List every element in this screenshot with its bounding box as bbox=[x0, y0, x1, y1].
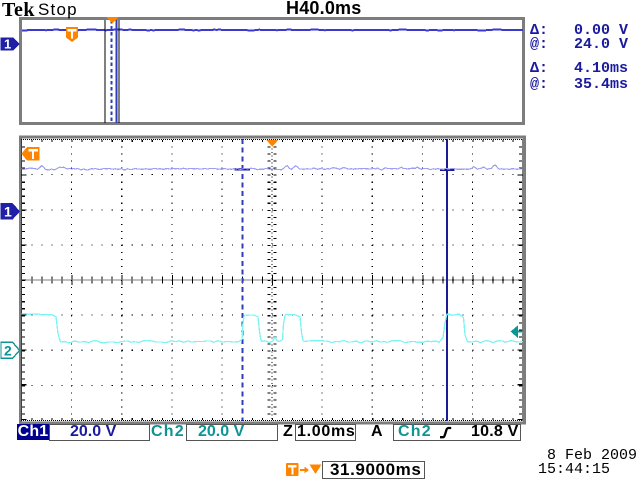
svg-text:1: 1 bbox=[4, 204, 12, 220]
svg-text:2: 2 bbox=[4, 343, 12, 359]
svg-text:1: 1 bbox=[4, 37, 11, 52]
